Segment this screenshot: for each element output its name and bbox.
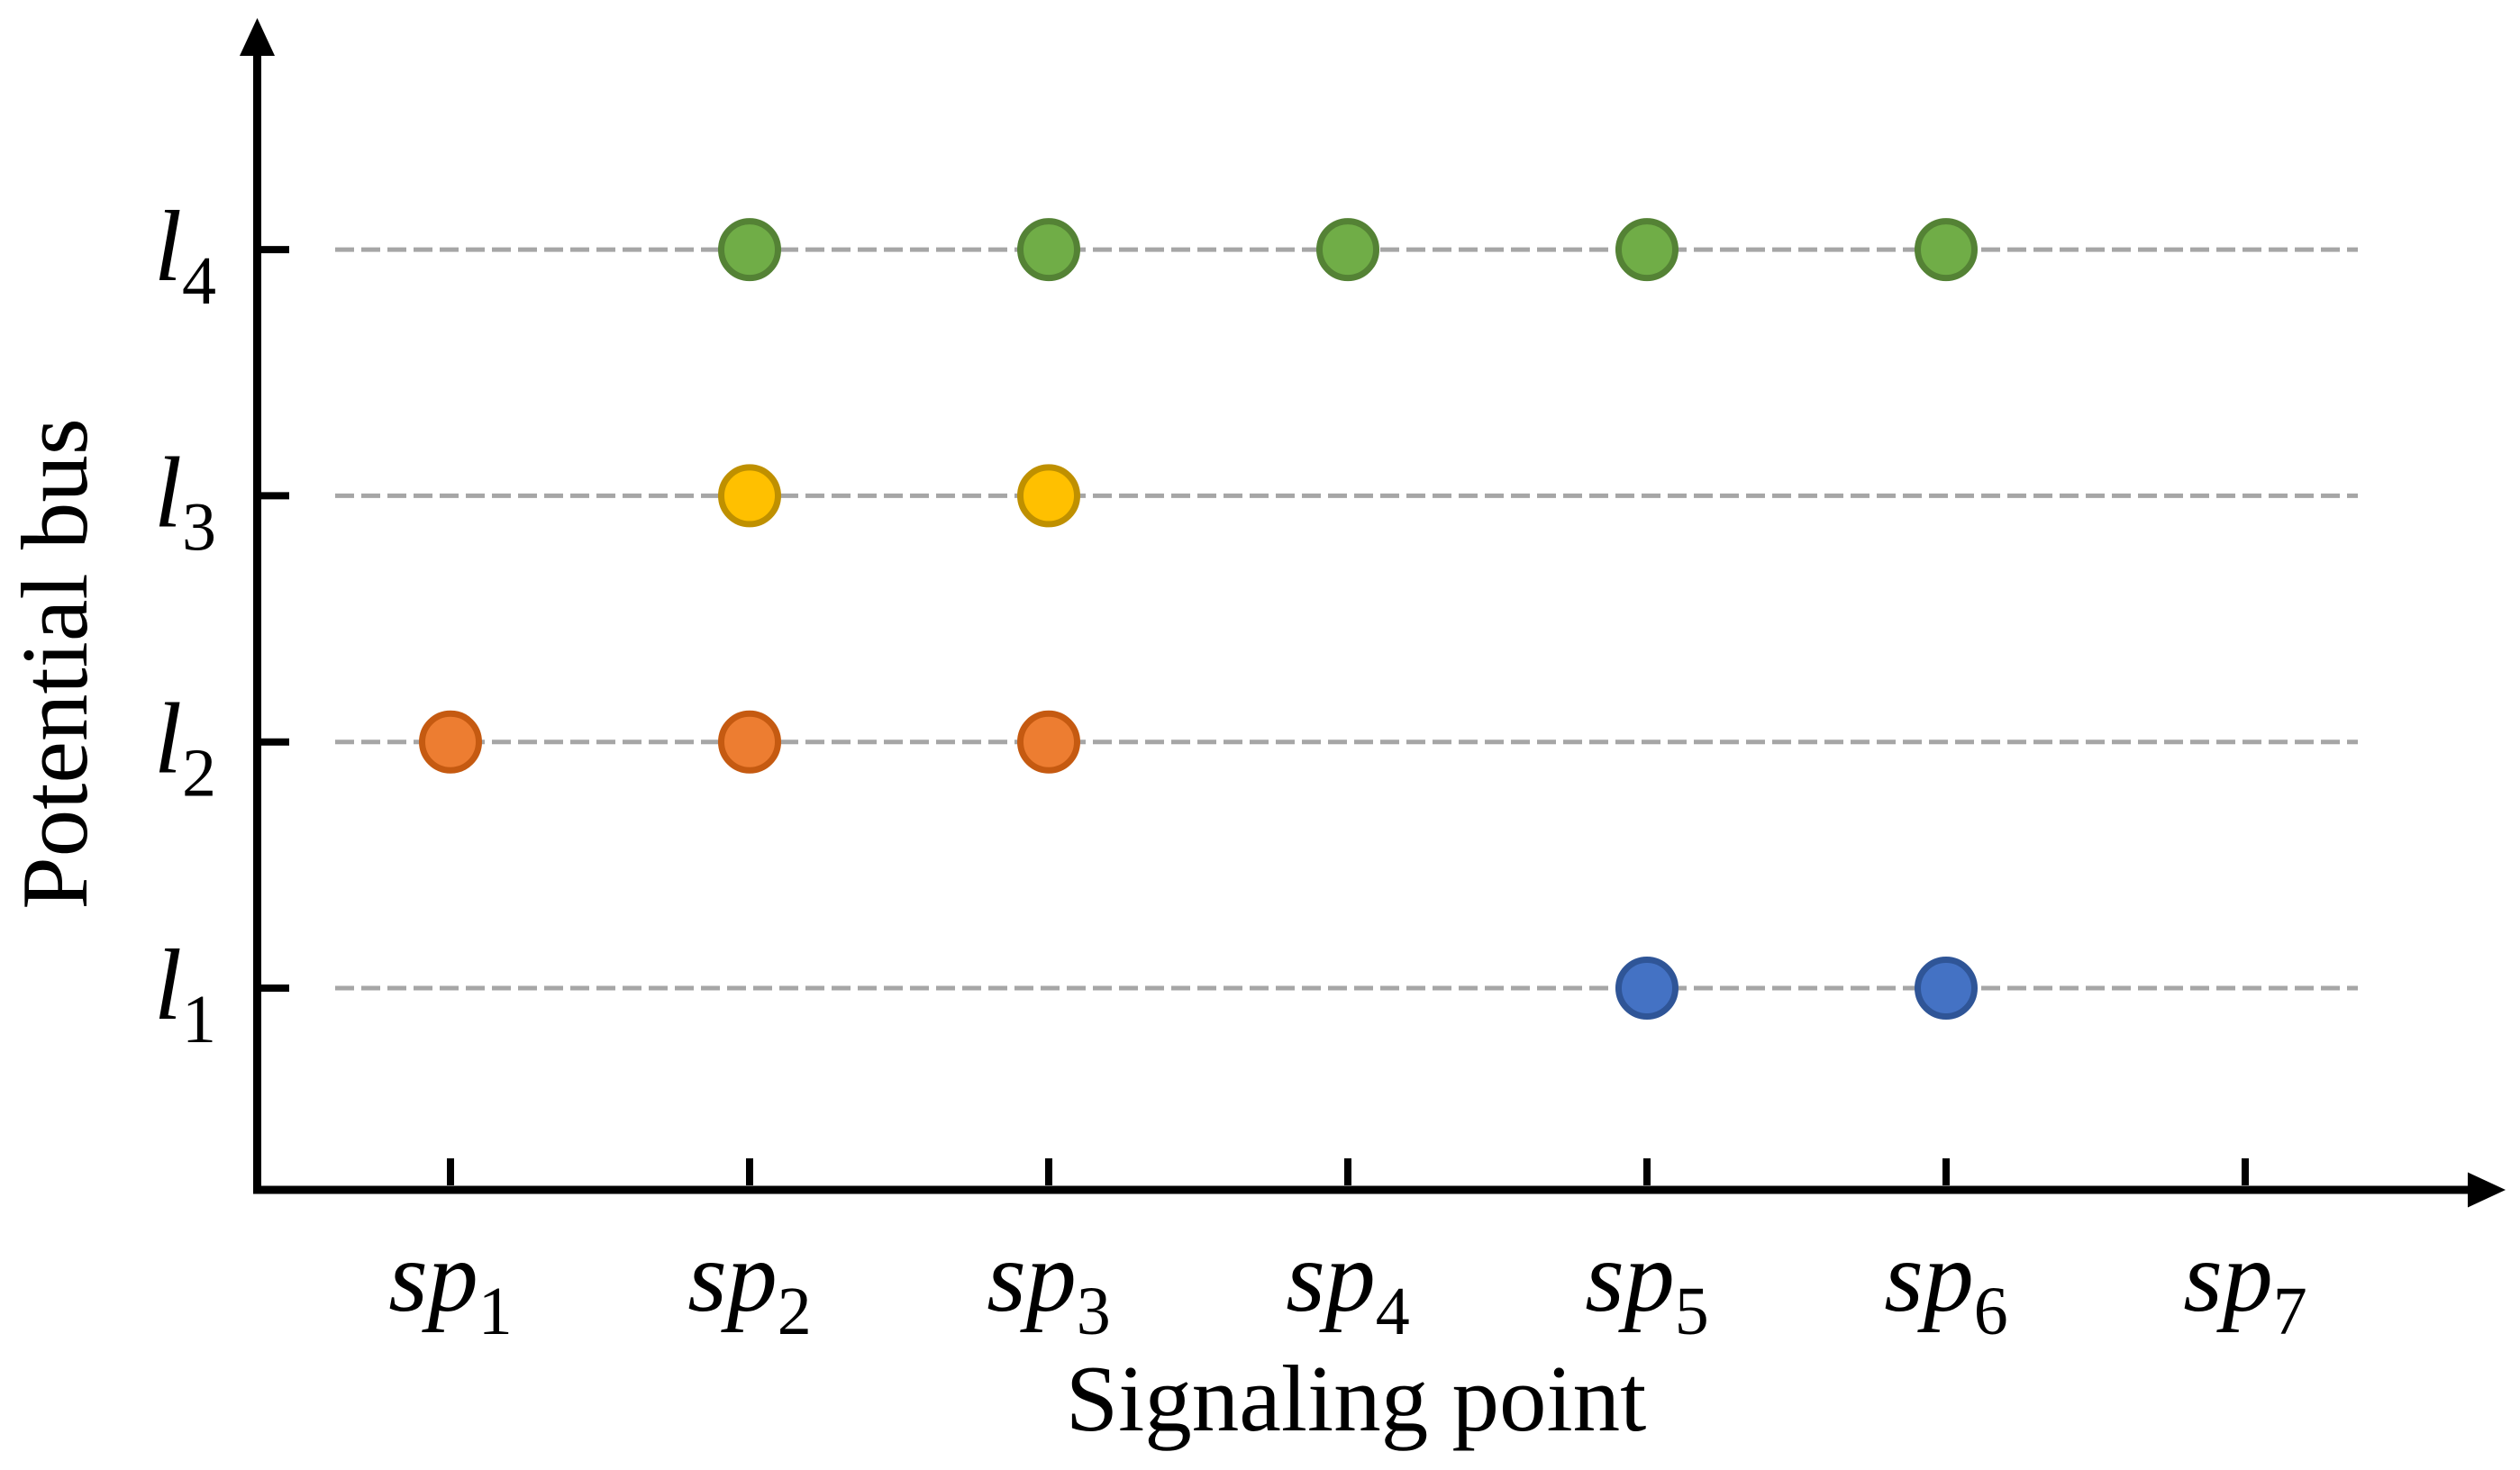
data-point-l1-sp6: [1915, 957, 1978, 1020]
x-tick-label-sp7: sp7: [2183, 1221, 2307, 1349]
y-axis-arrow-icon: [240, 18, 275, 56]
gridlines-layer: [335, 247, 2358, 991]
y-tick-label-l3: l3: [154, 437, 216, 565]
data-point-l4-sp5: [1615, 218, 1678, 282]
data-point-l4-sp6: [1915, 218, 1978, 282]
data-point-l2-sp1: [419, 710, 482, 774]
x-tick-label-sp6: sp6: [1884, 1221, 2008, 1349]
y-axis-line: [253, 45, 261, 1193]
x-axis-line: [253, 1185, 2473, 1194]
x-tick-label-sp4: sp4: [1286, 1221, 1410, 1349]
y-axis-title: Potential bus: [2, 418, 107, 909]
x-tick-label-sp3: sp3: [987, 1221, 1111, 1349]
y-tick-label-l2: l2: [154, 684, 216, 812]
x-axis-title: Signaling point: [1066, 1346, 1647, 1451]
x-tick-label-sp2: sp2: [687, 1221, 812, 1349]
y-tick-label-l1: l1: [154, 930, 216, 1057]
x-tick-label-sp1: sp1: [388, 1221, 513, 1349]
data-point-l2-sp2: [718, 710, 781, 774]
x-tick-label-sp5: sp5: [1585, 1221, 1709, 1349]
ticks-layer: [261, 246, 2249, 1185]
data-point-l4-sp3: [1017, 218, 1080, 282]
labels-layer: l1 l2 l3 l4 sp1 sp2 sp3 sp4 sp5 sp6 sp7: [154, 191, 2307, 1349]
data-point-l3-sp3: [1017, 464, 1080, 528]
axes: [240, 18, 2506, 1208]
data-point-l2-sp3: [1017, 710, 1080, 774]
data-point-l3-sp2: [718, 464, 781, 528]
data-point-l4-sp2: [718, 218, 781, 282]
x-axis-arrow-icon: [2468, 1172, 2506, 1208]
data-point-l4-sp4: [1316, 218, 1379, 282]
points-layer: [419, 218, 1978, 1020]
data-point-l1-sp5: [1615, 957, 1678, 1020]
y-tick-label-l4: l4: [154, 191, 216, 319]
